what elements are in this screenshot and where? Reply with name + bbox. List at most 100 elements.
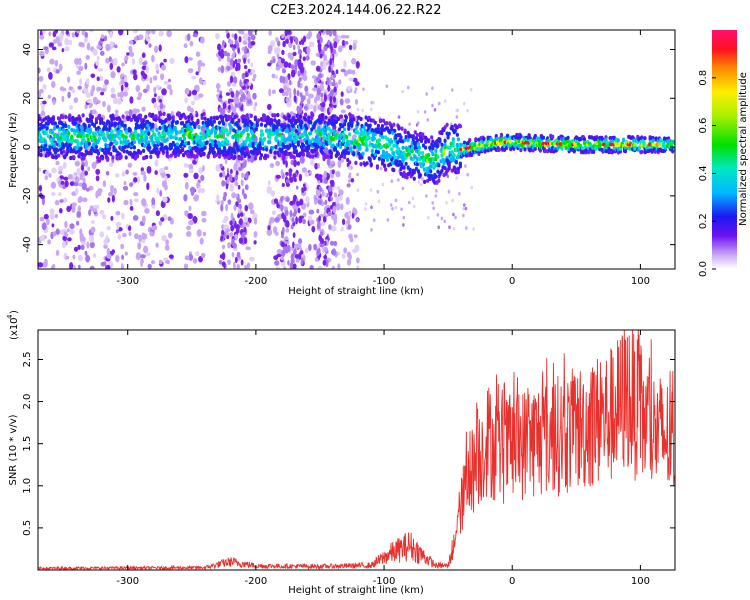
- spectrogram-cell: [323, 179, 328, 184]
- spectrogram-cell: [332, 201, 336, 207]
- spectrogram-cell: [119, 154, 123, 160]
- spectrogram-cell: [320, 92, 324, 98]
- spectrogram-cell: [238, 237, 243, 244]
- spectrogram-cell: [252, 30, 258, 33]
- spectrogram-cell: [541, 135, 546, 140]
- spectrogram-cell: [95, 168, 101, 175]
- spectrogram-cell: [285, 220, 290, 228]
- spectrogram-cell: [196, 229, 202, 237]
- spectrogram-cell: [297, 48, 303, 55]
- spectrogram-cell: [184, 87, 190, 95]
- spectrogram-cell: [123, 86, 130, 92]
- spectrogram-cell: [287, 260, 290, 266]
- spectrogram-cell: [138, 57, 143, 65]
- spectrogram-cell: [146, 38, 151, 42]
- spectrogram-cell: [107, 147, 111, 152]
- spectrogram-cell: [332, 205, 337, 214]
- spectrogram-cell: [211, 146, 215, 151]
- spectrogram-cell: [287, 30, 291, 35]
- spectrogram-cell: [442, 151, 446, 156]
- spectrogram-cell: [291, 123, 295, 128]
- spectrogram-cell: [73, 131, 77, 136]
- spectrogram-cell: [104, 35, 108, 42]
- spectrogram-cell: [128, 231, 132, 237]
- spectrogram-cell: [245, 127, 249, 132]
- spectrogram-cell: [229, 40, 234, 45]
- spectrogram-cell: [195, 51, 201, 57]
- spectrogram-cell: [351, 57, 357, 65]
- snr-x-tick-label: 0: [509, 576, 515, 587]
- spectrogram-cell: [55, 36, 60, 44]
- spectrogram-cell: [346, 258, 352, 266]
- spectrogram-cell: [289, 91, 292, 99]
- spectrogram-cell: [236, 138, 240, 143]
- spectrogram-frame: [37, 29, 676, 270]
- spectrogram-cell: [332, 129, 336, 134]
- spectrogram-cell: [311, 154, 315, 159]
- spectrogram-cell: [201, 252, 206, 259]
- spectrogram-cell: [161, 180, 168, 188]
- spectrogram-cell: [165, 137, 169, 142]
- spectrogram-cell: [91, 161, 97, 169]
- spectrogram-cell: [469, 88, 473, 92]
- spectrogram-cell: [273, 198, 279, 204]
- spectrogram-cell: [327, 196, 332, 202]
- spectrogram-cell: [275, 160, 280, 167]
- spectrogram-cell: [448, 145, 452, 150]
- spectrogram-cell: [59, 175, 64, 180]
- spectrogram-cell: [440, 142, 444, 147]
- spectrogram-cell: [188, 163, 194, 171]
- spectrogram-cell: [330, 196, 333, 202]
- spectrogram-cell: [282, 40, 286, 48]
- spectrogram-cell: [234, 256, 238, 263]
- spectrogram-cell: [383, 163, 387, 168]
- spectrogram-cell: [451, 143, 455, 148]
- spectrogram-cell: [62, 161, 67, 169]
- spectrogram-cell: [51, 136, 56, 141]
- spectrogram-cell: [390, 147, 394, 152]
- spectrogram-cell: [48, 72, 53, 80]
- spectrogram-cell: [197, 65, 201, 73]
- spectrogram-cell: [338, 194, 343, 201]
- spectrogram-cell: [234, 174, 238, 181]
- spectrogram-cell: [347, 224, 352, 230]
- spectrogram-cell: [455, 132, 459, 137]
- spectrogram-cell: [142, 73, 148, 80]
- spectrogram-cell: [243, 193, 247, 200]
- spectrogram-cell: [107, 120, 111, 125]
- spectrogram-cell: [429, 169, 433, 174]
- spectrogram-cell: [257, 150, 262, 155]
- spectrogram-cell: [331, 53, 335, 62]
- spectrogram-cell: [329, 151, 333, 157]
- spectrogram-cell: [235, 224, 240, 231]
- spectrogram-cell: [187, 118, 191, 124]
- spectrogram-cell: [131, 58, 136, 65]
- spectrogram-cell: [318, 104, 321, 109]
- spectrogram-cell: [452, 153, 456, 158]
- spectrogram-cell: [114, 148, 118, 153]
- spectrogram-cell: [297, 70, 301, 77]
- spectrogram-cell: [188, 253, 194, 261]
- spectrogram-cell: [152, 75, 158, 81]
- spectrogram-cell: [54, 59, 59, 67]
- spectrogram-cell: [76, 210, 82, 218]
- spectrogram-cell: [106, 130, 110, 136]
- spectrogram-cell: [267, 225, 271, 231]
- spectrogram-cell: [222, 40, 225, 47]
- spectrogram-cell: [281, 68, 287, 74]
- spectrogram-cell: [455, 115, 459, 119]
- spectrogram-cell: [443, 144, 447, 150]
- spectrogram-cell: [106, 157, 110, 162]
- spectrogram-cell: [271, 73, 276, 79]
- spectrogram-cell: [321, 116, 325, 122]
- spectrogram-cell: [273, 150, 277, 155]
- spectrogram-cell: [154, 45, 159, 53]
- spectrogram-cell: [419, 182, 423, 187]
- spectrogram-cell: [640, 149, 644, 154]
- spectrogram-cell: [178, 136, 183, 142]
- spectrogram-cell: [332, 132, 336, 137]
- spectrogram-cell: [246, 262, 251, 269]
- spectrogram-cell: [83, 123, 87, 128]
- spectrogram-cell: [143, 174, 147, 182]
